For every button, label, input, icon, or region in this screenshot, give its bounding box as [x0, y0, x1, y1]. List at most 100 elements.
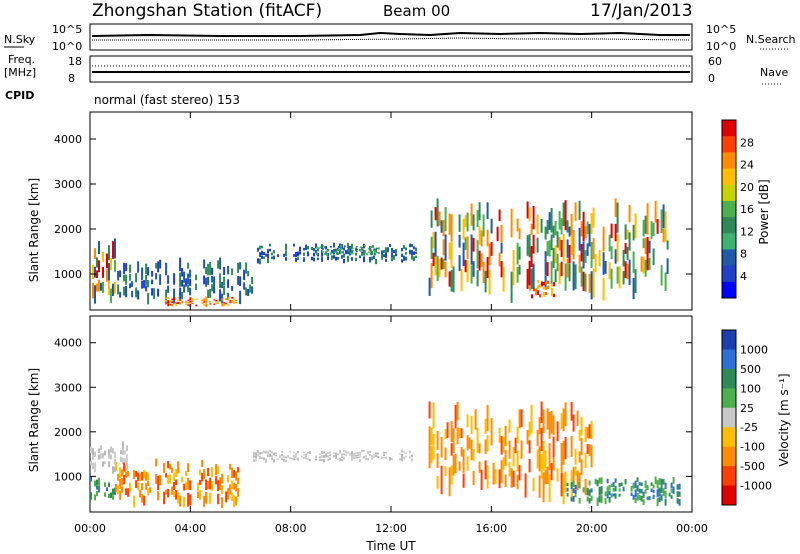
echo-cell [540, 427, 543, 452]
echo-cell [411, 458, 413, 462]
echo-cell [652, 489, 655, 494]
echo-cell [90, 461, 92, 465]
echo-cell [229, 484, 232, 495]
power-ylabel: Slant Range [km] [27, 178, 41, 282]
echo-cell [551, 288, 553, 293]
echo-cell [658, 487, 661, 497]
colorbar-tick-label: -25 [740, 421, 758, 434]
echo-cell [223, 267, 226, 275]
echo-cell [104, 461, 106, 465]
echo-cell [401, 259, 403, 263]
echo-cell [231, 268, 234, 276]
echo-cell [275, 455, 277, 457]
y-tick-label: 2000 [54, 426, 82, 439]
echo-cell [179, 495, 182, 507]
echo-cell [516, 426, 519, 444]
echo-cell [207, 263, 210, 276]
echo-cell [139, 489, 142, 498]
echo-cell [614, 478, 617, 483]
echo-cell [545, 281, 547, 285]
echo-cell [92, 282, 94, 299]
echo-cell [640, 489, 643, 494]
echo-cell [558, 263, 561, 285]
echo-cell [556, 421, 559, 442]
echo-cell [584, 273, 587, 292]
echo-cell [175, 469, 178, 477]
echo-cell [345, 450, 347, 454]
echo-cell [96, 479, 98, 485]
echo-cell [526, 268, 529, 289]
echo-cell [606, 494, 609, 499]
echo-cell [616, 202, 619, 233]
echo-cell [470, 265, 473, 284]
echo-cell [92, 448, 94, 456]
echo-cell [592, 268, 595, 298]
echo-cell [309, 451, 311, 454]
echo-cell [279, 455, 281, 459]
echo-cell [151, 288, 154, 296]
echo-cell [588, 224, 591, 247]
echo-cell [100, 445, 102, 450]
echo-cell [590, 242, 593, 269]
echo-cell [273, 255, 275, 260]
echo-cell [165, 302, 168, 305]
echo-cell [223, 301, 226, 305]
echo-cell [373, 248, 375, 252]
echo-cell [470, 439, 473, 461]
echo-cell [648, 257, 651, 270]
echo-cell [452, 266, 455, 293]
echo-cell [341, 251, 344, 254]
echo-cell [295, 458, 297, 460]
echo-cell [510, 271, 513, 303]
echo-cell [119, 490, 122, 500]
echo-cell [409, 456, 411, 459]
echo-cell [267, 454, 269, 457]
echo-cell [351, 243, 353, 250]
echo-cell [307, 251, 309, 257]
echo-cell [373, 253, 376, 256]
echo-cell [640, 482, 643, 486]
echo-cell [566, 239, 569, 258]
echo-cell [114, 260, 116, 272]
velocity-y-ticks: 1000 2000 3000 4000 [54, 337, 692, 483]
echo-cell [678, 491, 681, 497]
echo-cell [175, 304, 178, 307]
echo-cell [147, 488, 150, 496]
echo-cell [267, 253, 269, 259]
echo-cell [143, 280, 146, 289]
echo-cell [293, 451, 295, 454]
echo-cell [363, 250, 366, 253]
echo-cell [120, 450, 122, 454]
echo-cell [223, 276, 226, 286]
echo-cell [528, 440, 531, 454]
power-echoes [92, 198, 669, 308]
echo-cell [536, 214, 539, 235]
echo-cell [432, 252, 435, 266]
echo-cell [660, 265, 663, 286]
echo-cell [303, 247, 305, 251]
echo-cell [283, 455, 285, 458]
echo-cell [650, 221, 653, 240]
colorbar-tick-label: 8 [740, 248, 747, 261]
echo-cell [566, 493, 569, 497]
echo-cell [185, 303, 188, 305]
echo-cell [622, 271, 625, 285]
echo-cell [195, 304, 198, 307]
echo-cell [343, 453, 345, 456]
echo-cell [482, 214, 485, 237]
echo-cell [662, 479, 665, 485]
echo-cell [331, 250, 333, 254]
echo-cell [518, 409, 521, 429]
echo-cell [319, 456, 321, 459]
echo-cell [123, 262, 126, 275]
echo-cell [466, 212, 469, 232]
echo-cell [92, 455, 94, 460]
echo-cell [478, 226, 481, 245]
echo-cell [92, 264, 94, 279]
echo-cell [490, 418, 493, 446]
echo-cell [323, 451, 325, 454]
echo-cell [179, 257, 182, 272]
echo-cell [209, 262, 212, 275]
echo-cell [508, 440, 511, 459]
echo-cell [329, 451, 331, 454]
